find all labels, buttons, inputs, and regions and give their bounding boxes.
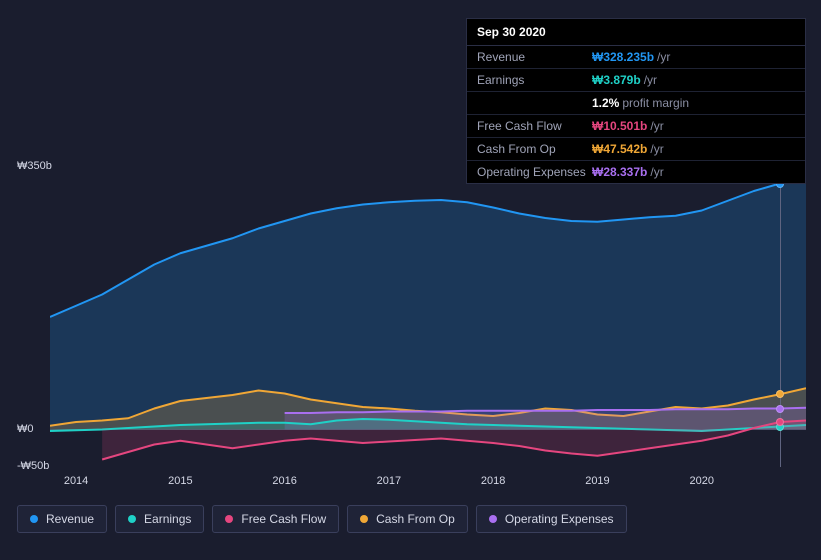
legend-dot-icon: [360, 515, 368, 523]
tooltip-value: ₩328.235b/yr: [592, 50, 670, 64]
chart-cursor-dot: [776, 405, 784, 413]
tooltip-label: Revenue: [477, 50, 592, 64]
tooltip-value: ₩47.542b/yr: [592, 142, 664, 156]
revenue-expense-chart: ₩350b ₩0 -₩50b 2014 2015 2016 2017 2018 2019 202…: [17, 155, 806, 535]
legend-item[interactable]: Earnings: [115, 505, 204, 533]
tooltip-row: 1.2%profit margin: [467, 92, 805, 115]
x-axis-tick: 2016: [272, 475, 296, 487]
tooltip-row: Free Cash Flow₩10.501b/yr: [467, 115, 805, 138]
legend-label: Free Cash Flow: [241, 512, 326, 526]
tooltip-date: Sep 30 2020: [467, 19, 805, 46]
tooltip-value: ₩3.879b/yr: [592, 73, 657, 87]
tooltip-label: [477, 96, 592, 110]
legend-dot-icon: [30, 515, 38, 523]
y-axis-tick: ₩350b: [17, 160, 52, 172]
legend-label: Operating Expenses: [505, 512, 614, 526]
x-axis-tick: 2020: [689, 475, 713, 487]
legend-item[interactable]: Revenue: [17, 505, 107, 533]
legend-dot-icon: [489, 515, 497, 523]
tooltip-row: Revenue₩328.235b/yr: [467, 46, 805, 69]
legend-label: Cash From Op: [376, 512, 455, 526]
legend-label: Revenue: [46, 512, 94, 526]
chart-x-axis: 2014 2015 2016 2017 2018 2019 2020: [50, 475, 806, 495]
tooltip-value: ₩28.337b/yr: [592, 165, 664, 179]
tooltip-row: Cash From Op₩47.542b/yr: [467, 138, 805, 161]
legend-item[interactable]: Free Cash Flow: [212, 505, 339, 533]
legend-item[interactable]: Operating Expenses: [476, 505, 627, 533]
x-axis-tick: 2019: [585, 475, 609, 487]
x-axis-tick: 2014: [64, 475, 88, 487]
tooltip-value: 1.2%profit margin: [592, 96, 689, 110]
y-axis-tick: ₩0: [17, 423, 34, 435]
chart-cursor-dot: [776, 418, 784, 426]
tooltip-row: Operating Expenses₩28.337b/yr: [467, 161, 805, 183]
x-axis-tick: 2018: [481, 475, 505, 487]
x-axis-tick: 2017: [377, 475, 401, 487]
x-axis-tick: 2015: [168, 475, 192, 487]
tooltip-value: ₩10.501b/yr: [592, 119, 664, 133]
tooltip-label: Free Cash Flow: [477, 119, 592, 133]
legend-dot-icon: [225, 515, 233, 523]
legend-item[interactable]: Cash From Op: [347, 505, 468, 533]
legend-dot-icon: [128, 515, 136, 523]
tooltip-label: Cash From Op: [477, 142, 592, 156]
tooltip-label: Operating Expenses: [477, 165, 592, 179]
chart-cursor-dot: [776, 390, 784, 398]
tooltip-row: Earnings₩3.879b/yr: [467, 69, 805, 92]
chart-legend: Revenue Earnings Free Cash Flow Cash From O…: [17, 505, 627, 533]
tooltip-label: Earnings: [477, 73, 592, 87]
y-axis-tick: -₩50b: [17, 460, 49, 472]
chart-tooltip: Sep 30 2020 Revenue₩328.235b/yrEarnings₩…: [466, 18, 806, 184]
legend-label: Earnings: [144, 512, 191, 526]
chart-plot-area[interactable]: [50, 167, 806, 467]
